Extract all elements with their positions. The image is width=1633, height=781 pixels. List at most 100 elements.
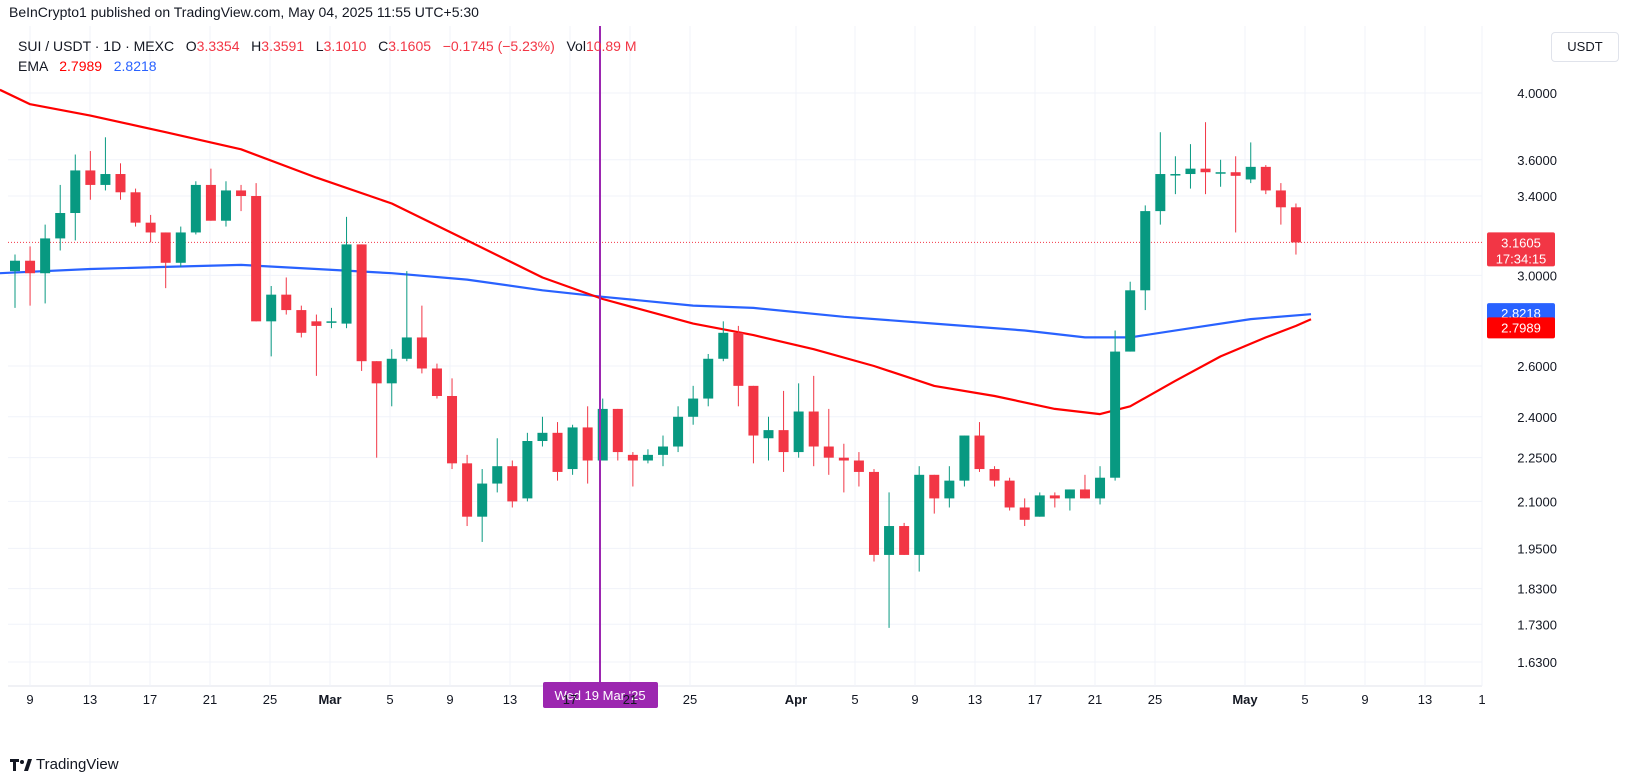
candle-body xyxy=(1215,172,1226,174)
candle-body xyxy=(10,260,20,272)
candle xyxy=(627,452,638,487)
candle-body xyxy=(989,469,1000,481)
y-tick-label: 1.8300 xyxy=(1517,582,1557,597)
x-tick-label: Mar xyxy=(318,692,341,707)
x-tick-label: 21 xyxy=(1088,692,1102,707)
candle xyxy=(1290,203,1301,255)
candle xyxy=(1034,492,1045,517)
x-tick-label: 1 xyxy=(1478,692,1485,707)
candle xyxy=(703,353,714,407)
candle-body xyxy=(899,526,910,555)
x-tick-label: 21 xyxy=(623,692,637,707)
candle xyxy=(130,188,141,227)
candle-body xyxy=(1049,495,1060,499)
candle-body xyxy=(627,454,638,461)
last-price-badge-bg xyxy=(1487,232,1555,267)
candle xyxy=(160,232,171,289)
candle xyxy=(1230,156,1241,233)
candle-body xyxy=(447,395,458,464)
ema-fast-badge: 2.7989 xyxy=(1487,317,1555,339)
candle-body xyxy=(85,170,96,185)
y-tick-label: 1.6300 xyxy=(1517,655,1557,670)
high-label: H xyxy=(251,38,262,54)
high-value: 3.3591 xyxy=(261,38,305,54)
candle-body xyxy=(808,411,819,447)
candle-body xyxy=(477,483,488,517)
candle xyxy=(10,254,20,308)
price-axis[interactable]: 4.0000 3.6000 3.4000 3.0000 2.6000 2.4000 2.25… xyxy=(1487,86,1557,670)
candle-body xyxy=(145,222,156,233)
candle-body xyxy=(718,332,729,359)
candle xyxy=(1110,330,1121,481)
ohlc-row: SUI / USDT · 1D · MEXC O3.3354 H3.3591 L… xyxy=(18,36,637,56)
candle-body xyxy=(281,294,292,311)
x-tick-label: 5 xyxy=(1301,692,1308,707)
candle-body xyxy=(175,232,186,263)
candle-body xyxy=(1185,168,1196,175)
low-label: L xyxy=(315,38,324,54)
candle xyxy=(763,416,774,461)
candle-body xyxy=(703,358,714,399)
candle-body xyxy=(838,457,849,461)
candle-body xyxy=(507,466,518,502)
open-value: 3.3354 xyxy=(196,38,240,54)
candle-body xyxy=(1034,495,1045,517)
candle-body xyxy=(1260,166,1271,191)
candle-body xyxy=(1064,489,1075,499)
candle-body xyxy=(793,411,804,453)
candle xyxy=(1064,489,1075,511)
candle-body xyxy=(160,232,171,263)
candle xyxy=(582,406,593,484)
x-tick-label: 13 xyxy=(83,692,97,707)
candle-body xyxy=(251,196,262,322)
candle-body xyxy=(778,430,789,453)
candle xyxy=(748,385,759,464)
candle-body xyxy=(944,480,955,499)
candle xyxy=(281,277,292,315)
y-tick-label: 2.1000 xyxy=(1517,494,1557,509)
symbol-name[interactable]: SUI / USDT · 1D · MEXC xyxy=(18,38,175,54)
candle-body xyxy=(929,474,940,499)
candle-body xyxy=(1245,166,1256,180)
candle-body xyxy=(1110,351,1121,478)
candle-body xyxy=(914,474,925,555)
y-tick-label: 1.7300 xyxy=(1517,617,1557,632)
tradingview-logo[interactable]: TradingView xyxy=(10,756,119,773)
y-tick-label: 3.6000 xyxy=(1517,153,1557,168)
candle xyxy=(1095,466,1106,505)
candle xyxy=(477,469,488,542)
candle xyxy=(401,271,412,362)
currency-button[interactable]: USDT xyxy=(1551,32,1619,62)
ema-label[interactable]: EMA xyxy=(18,58,48,74)
candle-body xyxy=(537,432,548,442)
candle xyxy=(145,214,156,243)
candle-body xyxy=(311,321,322,326)
candle xyxy=(1200,122,1211,195)
candle-body xyxy=(115,174,126,193)
candle-body xyxy=(220,190,231,221)
candle xyxy=(718,321,729,362)
candle-body xyxy=(884,526,895,555)
candle-body xyxy=(974,435,985,470)
candle xyxy=(311,314,322,376)
candle xyxy=(884,492,895,628)
candle-body xyxy=(341,244,352,324)
candle xyxy=(733,325,744,407)
x-tick-label: 21 xyxy=(203,692,217,707)
candle xyxy=(386,349,397,407)
candle xyxy=(1155,132,1166,225)
x-tick-label: 17 xyxy=(563,692,577,707)
candle xyxy=(40,224,51,304)
candle-body xyxy=(401,337,412,359)
candle-body xyxy=(1140,211,1151,291)
x-tick-label: 5 xyxy=(386,692,393,707)
candle-body xyxy=(1170,174,1181,176)
time-axis[interactable]: 9 13 17 21 25 Mar 5 9 13 17 21 25 Apr 5 9 13 17 21 25 May 5 9… xyxy=(26,692,1485,707)
candle xyxy=(944,466,955,508)
candle-body xyxy=(326,321,337,323)
candle-body xyxy=(386,358,397,384)
candle-body xyxy=(582,427,593,461)
candle xyxy=(447,378,458,470)
candle-body xyxy=(25,260,36,274)
